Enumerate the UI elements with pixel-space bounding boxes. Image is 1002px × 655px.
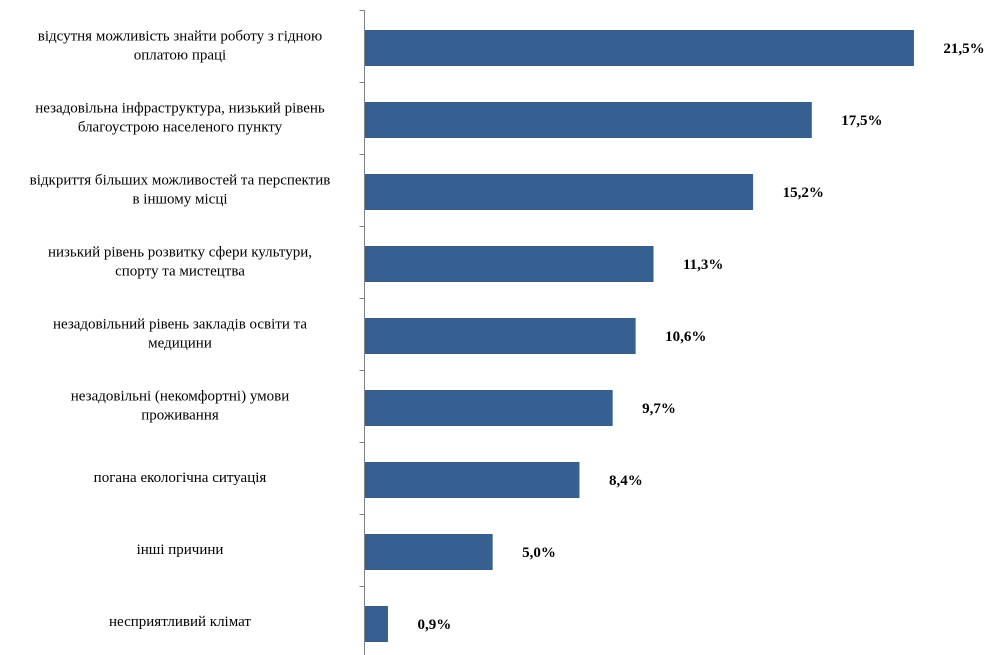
- category-label-line: в іншому місці: [132, 192, 227, 208]
- category-label: несприятливий клімат: [109, 614, 251, 630]
- axis-ticks: [359, 10, 365, 587]
- category-label-line: медицини: [148, 336, 212, 352]
- bar: [365, 30, 914, 66]
- data-label: 21,5%: [943, 41, 984, 57]
- category-label-line: проживання: [141, 408, 219, 424]
- category-label: відсутня можливість знайти роботу з гідн…: [38, 29, 323, 64]
- data-label: 0,9%: [417, 617, 451, 633]
- data-label: 8,4%: [609, 473, 643, 489]
- data-label: 15,2%: [783, 185, 824, 201]
- value-labels: 21,5% 17,5% 15,2% 11,3% 10,6% 9,7% 8,4% 5,0% 0,9…: [417, 41, 984, 633]
- data-label: 10,6%: [665, 329, 706, 345]
- category-label-line: відсутня можливість знайти роботу з гідн…: [38, 29, 323, 45]
- category-label-line: незадовільний рівень закладів освіти та: [53, 317, 307, 333]
- bar: [365, 462, 580, 498]
- bar: [365, 390, 613, 426]
- data-label: 11,3%: [683, 257, 723, 273]
- category-label: незадовільний рівень закладів освіти та м…: [53, 317, 307, 352]
- category-labels: відсутня можливість знайти роботу з гідн…: [30, 29, 331, 631]
- data-label: 5,0%: [522, 545, 556, 561]
- category-label-line: відкриття більших можливостей та перспек…: [30, 173, 331, 189]
- category-label-line: інші причини: [137, 542, 224, 558]
- data-label: 17,5%: [841, 113, 882, 129]
- bars: [365, 30, 914, 642]
- category-label: погана екологічна ситуація: [94, 470, 267, 486]
- category-label-line: погана екологічна ситуація: [94, 470, 267, 486]
- category-label-line: незадовільна інфраструктура, низький рів…: [35, 101, 325, 117]
- category-label: відкриття більших можливостей та перспек…: [30, 173, 331, 208]
- category-label-line: спорту та мистецтва: [115, 264, 245, 280]
- bar: [365, 534, 493, 570]
- category-label-line: благоустрою населеного пункту: [78, 120, 283, 136]
- bar: [365, 606, 388, 642]
- data-label: 9,7%: [642, 401, 676, 417]
- category-label: незадовільна інфраструктура, низький рів…: [35, 101, 325, 136]
- category-label: незадовільні (некомфортні) умови проживан…: [71, 389, 289, 424]
- category-label: інші причини: [137, 542, 224, 558]
- category-label-line: низький рівень розвитку сфери культури,: [48, 245, 312, 261]
- category-label-line: незадовільні (некомфортні) умови: [71, 389, 289, 405]
- bar: [365, 102, 812, 138]
- bar: [365, 246, 654, 282]
- category-label-line: оплатою праці: [134, 48, 226, 64]
- bar: [365, 174, 754, 210]
- category-label: низький рівень розвитку сфери культури, с…: [48, 245, 312, 280]
- category-label-line: несприятливий клімат: [109, 614, 251, 630]
- bar: [365, 318, 636, 354]
